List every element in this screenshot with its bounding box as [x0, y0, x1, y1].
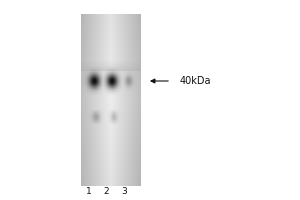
Text: 40kDa: 40kDa [180, 76, 212, 86]
Text: 2: 2 [104, 188, 109, 196]
Text: 1: 1 [85, 188, 91, 196]
Text: 3: 3 [122, 188, 128, 196]
